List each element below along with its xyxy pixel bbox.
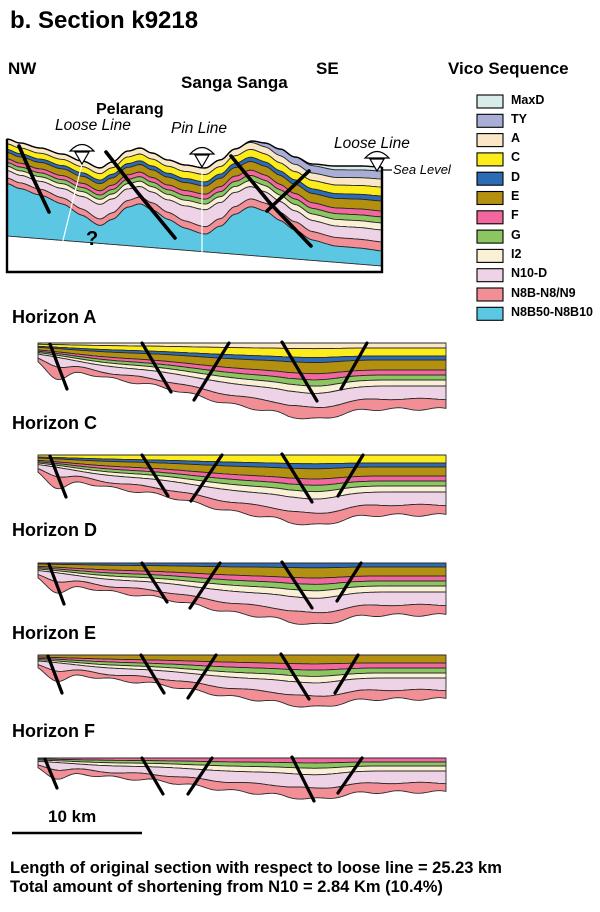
horizon-layer-N8B-N8/N9 (37, 664, 447, 708)
horizon-layer-N8B-N8/N9 (37, 574, 447, 625)
legend-swatch-A (476, 133, 504, 148)
main-cross-section (5, 138, 392, 274)
fault-line (265, 169, 311, 213)
fault-line (140, 561, 169, 604)
fault-line (189, 453, 224, 503)
legend-swatch-I2 (476, 248, 504, 263)
legend-item-label-2: A (511, 131, 521, 146)
fault-line (140, 453, 170, 498)
sea-level-label: Sea Level (393, 162, 451, 177)
horizon-section-c (37, 452, 447, 526)
fault-line (335, 561, 363, 603)
fault-line (186, 653, 218, 700)
fault-line (280, 560, 314, 610)
horizon-section-f (37, 755, 447, 803)
loose-line-trace (55, 163, 83, 270)
pin-symbol-icon (68, 143, 96, 166)
legend-title: Vico Sequence (448, 59, 569, 78)
fault-line (47, 562, 66, 606)
horizon-layer-N8B-N8/N9 (37, 357, 447, 420)
scale-bar-label: 10 km (48, 807, 97, 826)
horizon-section-d (37, 560, 447, 625)
horizon-f-label: Horizon F (12, 721, 95, 741)
legend (476, 94, 504, 321)
legend-swatch-E (476, 190, 504, 206)
fault-line (48, 454, 68, 499)
fault-line (140, 756, 165, 796)
horizon-layer-N8B-N8/N9 (37, 468, 447, 526)
legend-swatch-C (476, 152, 504, 167)
legend-item-label-10: N8B-N8/N9 (511, 285, 576, 300)
legend-swatch-TY (476, 113, 504, 128)
pelarang-label: Pelarang (96, 101, 164, 118)
pin-symbol-icon (363, 150, 391, 173)
legend-item-label-6: F (511, 208, 519, 223)
topography-line (6, 138, 382, 169)
legend-item-label-9: N10-D (511, 266, 548, 281)
question-mark-label: ? (86, 228, 99, 250)
legend-item-label-0: MaxD (511, 92, 545, 107)
fault-line (280, 340, 319, 403)
fault-line (186, 756, 214, 796)
legend-swatch-D (476, 171, 504, 186)
fault-line (280, 452, 314, 504)
legend-item-label-8: I2 (511, 246, 522, 261)
fault-line (192, 341, 231, 402)
horizon-section-a (37, 340, 447, 420)
fault-line (336, 453, 365, 498)
footer-line-2: Total amount of shortening from N10 = 2.… (10, 877, 443, 896)
fault-line (104, 150, 177, 240)
fault-line (188, 561, 222, 610)
legend-item-label-4: D (511, 169, 521, 184)
loose-line-right-label: Loose Line (334, 135, 410, 152)
horizon-layer-N8B-N8/N9 (37, 764, 447, 800)
fault-line (339, 341, 369, 391)
fault-line (17, 144, 51, 214)
fault-line (279, 652, 311, 701)
loose-line-left-label: Loose Line (55, 117, 131, 134)
legend-swatch-N8B50-N8B10 (476, 306, 504, 321)
fault-line (140, 341, 173, 394)
footer-text: Length of original section with respect … (10, 859, 502, 896)
fault-line (46, 654, 64, 695)
legend-swatch-F (476, 210, 504, 225)
fault-line (336, 756, 364, 795)
horizon-e-label: Horizon E (12, 623, 96, 643)
horizon-a-label: Horizon A (12, 307, 97, 327)
nw-direction-label: NW (8, 59, 37, 78)
fault-line (229, 154, 313, 248)
horizon-section-e (37, 652, 447, 708)
legend-item-label-11: N8B50-N8B10 (511, 304, 593, 319)
legend-swatch-MaxD (476, 94, 504, 109)
horizon-c-label: Horizon C (12, 413, 97, 433)
horizon-d-label: Horizon D (12, 520, 97, 540)
legend-item-label-3: C (511, 150, 521, 165)
legend-swatch-N10-D (476, 268, 504, 283)
legend-item-label-5: E (511, 189, 520, 203)
fault-line (290, 755, 316, 803)
legend-item-label-1: TY (511, 111, 527, 126)
fault-line (43, 757, 59, 790)
legend-swatch-N8B-N8/N9 (476, 287, 504, 302)
fault-line (48, 342, 69, 391)
fault-line (139, 653, 166, 695)
fault-line (333, 653, 360, 695)
pin-symbol-icon (188, 146, 216, 169)
legend-item-label-7: G (511, 227, 521, 242)
page-title: b. Section k9218 (10, 7, 199, 34)
footer-line-1: Length of original section with respect … (10, 859, 502, 877)
se-direction-label: SE (316, 59, 339, 78)
sanga-sanga-label: Sanga Sanga (181, 73, 288, 92)
pin-line-label: Pin Line (171, 120, 228, 137)
legend-swatch-G (476, 229, 504, 244)
section-box-border (5, 139, 384, 274)
